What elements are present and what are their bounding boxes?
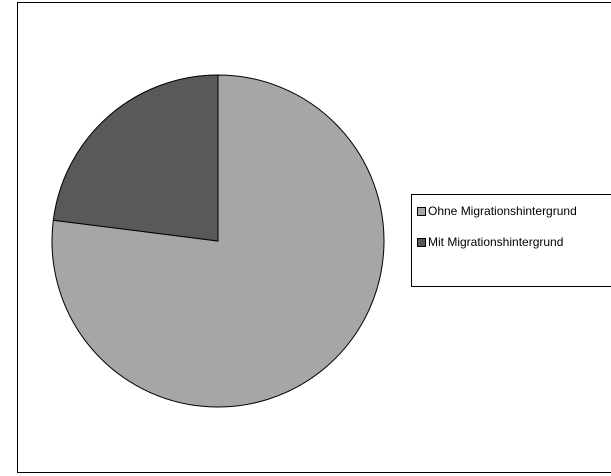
pie-slice-0 — [51, 74, 385, 408]
legend-entry-ohne: Ohne Migrationshintergrund — [417, 204, 608, 219]
legend-swatch-mit — [417, 238, 426, 247]
legend: Ohne Migrationshintergrund Mit Migration… — [411, 194, 611, 287]
legend-label-mit: Mit Migrationshintergrund — [428, 235, 564, 249]
legend-label-ohne: Ohne Migrationshintergrund — [428, 204, 577, 218]
legend-entry-mit: Mit Migrationshintergrund — [417, 235, 564, 250]
legend-swatch-ohne — [417, 207, 426, 216]
pie-slice-1 — [52, 74, 219, 242]
